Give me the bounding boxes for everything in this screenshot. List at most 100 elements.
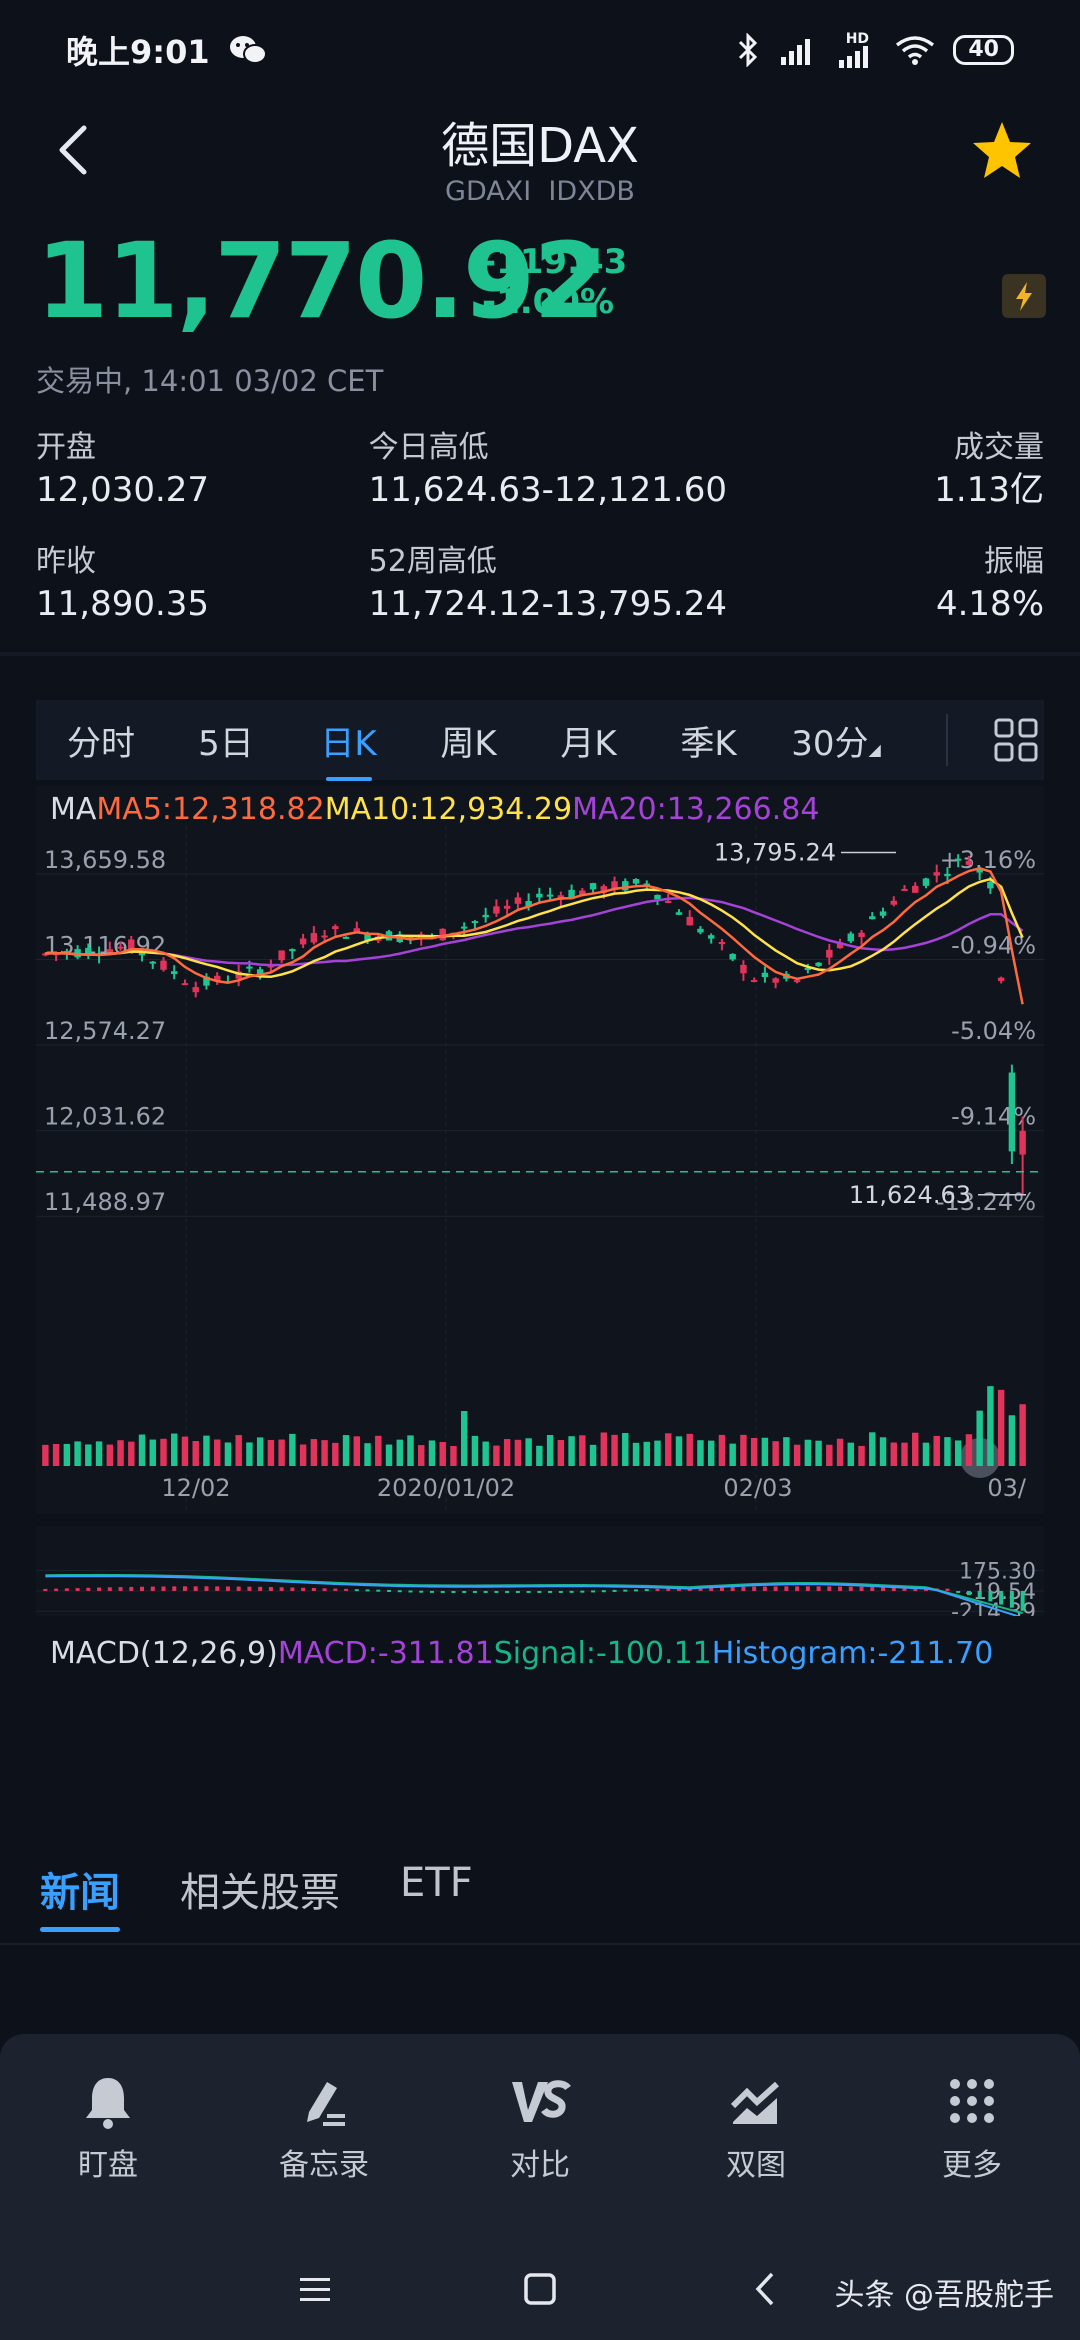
menu-icon[interactable] [290, 2264, 340, 2314]
volume-bar [385, 1444, 393, 1466]
memo-icon [307, 2082, 345, 2126]
macd-histogram-bar [86, 1587, 91, 1591]
watermark: 头条 @吾股舵手 [834, 2278, 1054, 2313]
layout-grid-icon[interactable] [994, 718, 1038, 762]
volume-bar [503, 1439, 511, 1466]
home-icon[interactable] [515, 2264, 565, 2314]
macd-histogram-bar [107, 1587, 112, 1591]
dual-chart-icon [730, 2081, 780, 2124]
tab-30min[interactable]: 30分◢ [766, 716, 906, 765]
candle-body [85, 947, 92, 956]
macd-histogram-bar [387, 1589, 392, 1592]
candle-body [256, 969, 264, 977]
volume-bar [997, 1389, 1005, 1466]
stat-label: 昨收 [36, 544, 96, 579]
volume-bar [267, 1439, 275, 1466]
macd-histogram-bar [966, 1590, 971, 1596]
candle-body [332, 926, 339, 930]
tab-weekly-k[interactable]: 周K [440, 723, 497, 764]
macd-tick-label: 175.30 [959, 1560, 1036, 1585]
candle-body [213, 975, 221, 982]
tab-5day[interactable]: 5日 [198, 723, 254, 764]
tool-label: 备忘录 [279, 2148, 369, 2183]
volume-bar [815, 1440, 822, 1466]
page-subtitle: GDAXI IDXDB [445, 176, 635, 207]
macd-histogram-bar [891, 1587, 896, 1591]
volume-bar [933, 1435, 940, 1466]
macd-histogram-bar [268, 1587, 273, 1591]
tab-news[interactable]: 新闻 [40, 1860, 120, 1932]
candle-body [933, 872, 940, 876]
y-tick-label: 13,659.58 [44, 846, 166, 874]
candle-body [654, 894, 661, 900]
macd-histogram-bar [193, 1586, 198, 1591]
watch-button[interactable]: 盯盘 [28, 2074, 188, 2234]
candle-body [761, 972, 769, 978]
macd-value: MACD:-311.81 [277, 1636, 494, 1671]
candle-body [246, 966, 253, 969]
chart-area[interactable]: 13,659.58 13,116.92 12,574.27 12,031.62 11,4… [36, 786, 1044, 1625]
candle-body [568, 889, 575, 898]
tab-intraday[interactable]: 分时 [67, 723, 135, 764]
macd-histogram-bar [43, 1588, 48, 1591]
battery-indicator: 40 [953, 35, 1014, 65]
high-label: 13,795.24 [714, 839, 836, 867]
memo-button[interactable]: 备忘录 [244, 2074, 404, 2234]
candle-body [192, 987, 199, 993]
volume-bar [310, 1439, 318, 1466]
ma20-line [45, 896, 1024, 967]
candle-body [740, 964, 747, 974]
volume-bar [1019, 1404, 1026, 1466]
volume-bar [836, 1438, 844, 1466]
status-time: 晚上9:01 [66, 33, 210, 71]
dual-chart-button[interactable]: 双图 [676, 2074, 836, 2234]
low-label: 11,624.63 [849, 1181, 971, 1209]
nav-back-icon[interactable] [742, 2264, 792, 2314]
flash-button[interactable] [1002, 274, 1046, 318]
candle-body [460, 926, 468, 929]
candlestick-chart[interactable]: 13,659.5813,116.9212,574.2712,031.6211,4… [36, 786, 1044, 1625]
candle-body [525, 901, 532, 907]
candle-body [1008, 1072, 1016, 1152]
macd-histogram-bar [333, 1588, 338, 1591]
macd-histogram-bar [515, 1590, 520, 1593]
candle-body [439, 928, 446, 941]
signal-icon [781, 39, 811, 65]
header: 德国DAX GDAXI IDXDB [0, 100, 1080, 210]
ma-label: MA [50, 792, 97, 827]
favorite-star-icon[interactable] [970, 118, 1034, 182]
y-tick-label: 12,031.62 [44, 1103, 166, 1131]
signal-hd-icon [839, 46, 869, 68]
macd-histogram-bar [558, 1590, 563, 1593]
candle-body [847, 933, 855, 942]
pct-tick-label: -5.04% [951, 1017, 1036, 1045]
wifi-icon [896, 36, 935, 65]
tool-label: 盯盘 [78, 2148, 138, 2183]
stat-value: 4.18% [935, 584, 1044, 624]
compare-button[interactable]: 对比 [460, 2074, 620, 2234]
volume-bar [52, 1443, 60, 1466]
volume-bar [342, 1435, 350, 1466]
macd-histogram-bar [848, 1586, 853, 1591]
lightning-icon [1016, 282, 1032, 311]
macd-histogram-bar [644, 1589, 649, 1592]
macd-histogram-bar [429, 1590, 434, 1593]
volume-bar [106, 1444, 114, 1466]
back-icon[interactable] [48, 120, 98, 180]
tab-related-stocks[interactable]: 相关股票 [180, 1870, 340, 1916]
macd-histogram-bar [676, 1588, 681, 1591]
candle-body [997, 977, 1005, 981]
volume-bar [729, 1443, 736, 1466]
tab-etf[interactable]: ETF [400, 1860, 473, 1906]
volume-bar [85, 1444, 92, 1466]
volume-bar [74, 1441, 81, 1466]
candle-body [482, 914, 489, 918]
tab-daily-k[interactable]: 日K [286, 716, 411, 765]
candle-body [514, 897, 522, 904]
tab-monthly-k[interactable]: 月K [560, 723, 617, 764]
volume-bar [901, 1442, 908, 1466]
candle-body [750, 980, 758, 983]
tab-quarterly-k[interactable]: 季K [680, 723, 737, 764]
tool-label: 双图 [726, 2148, 786, 2183]
more-button[interactable]: 更多 [892, 2074, 1052, 2234]
